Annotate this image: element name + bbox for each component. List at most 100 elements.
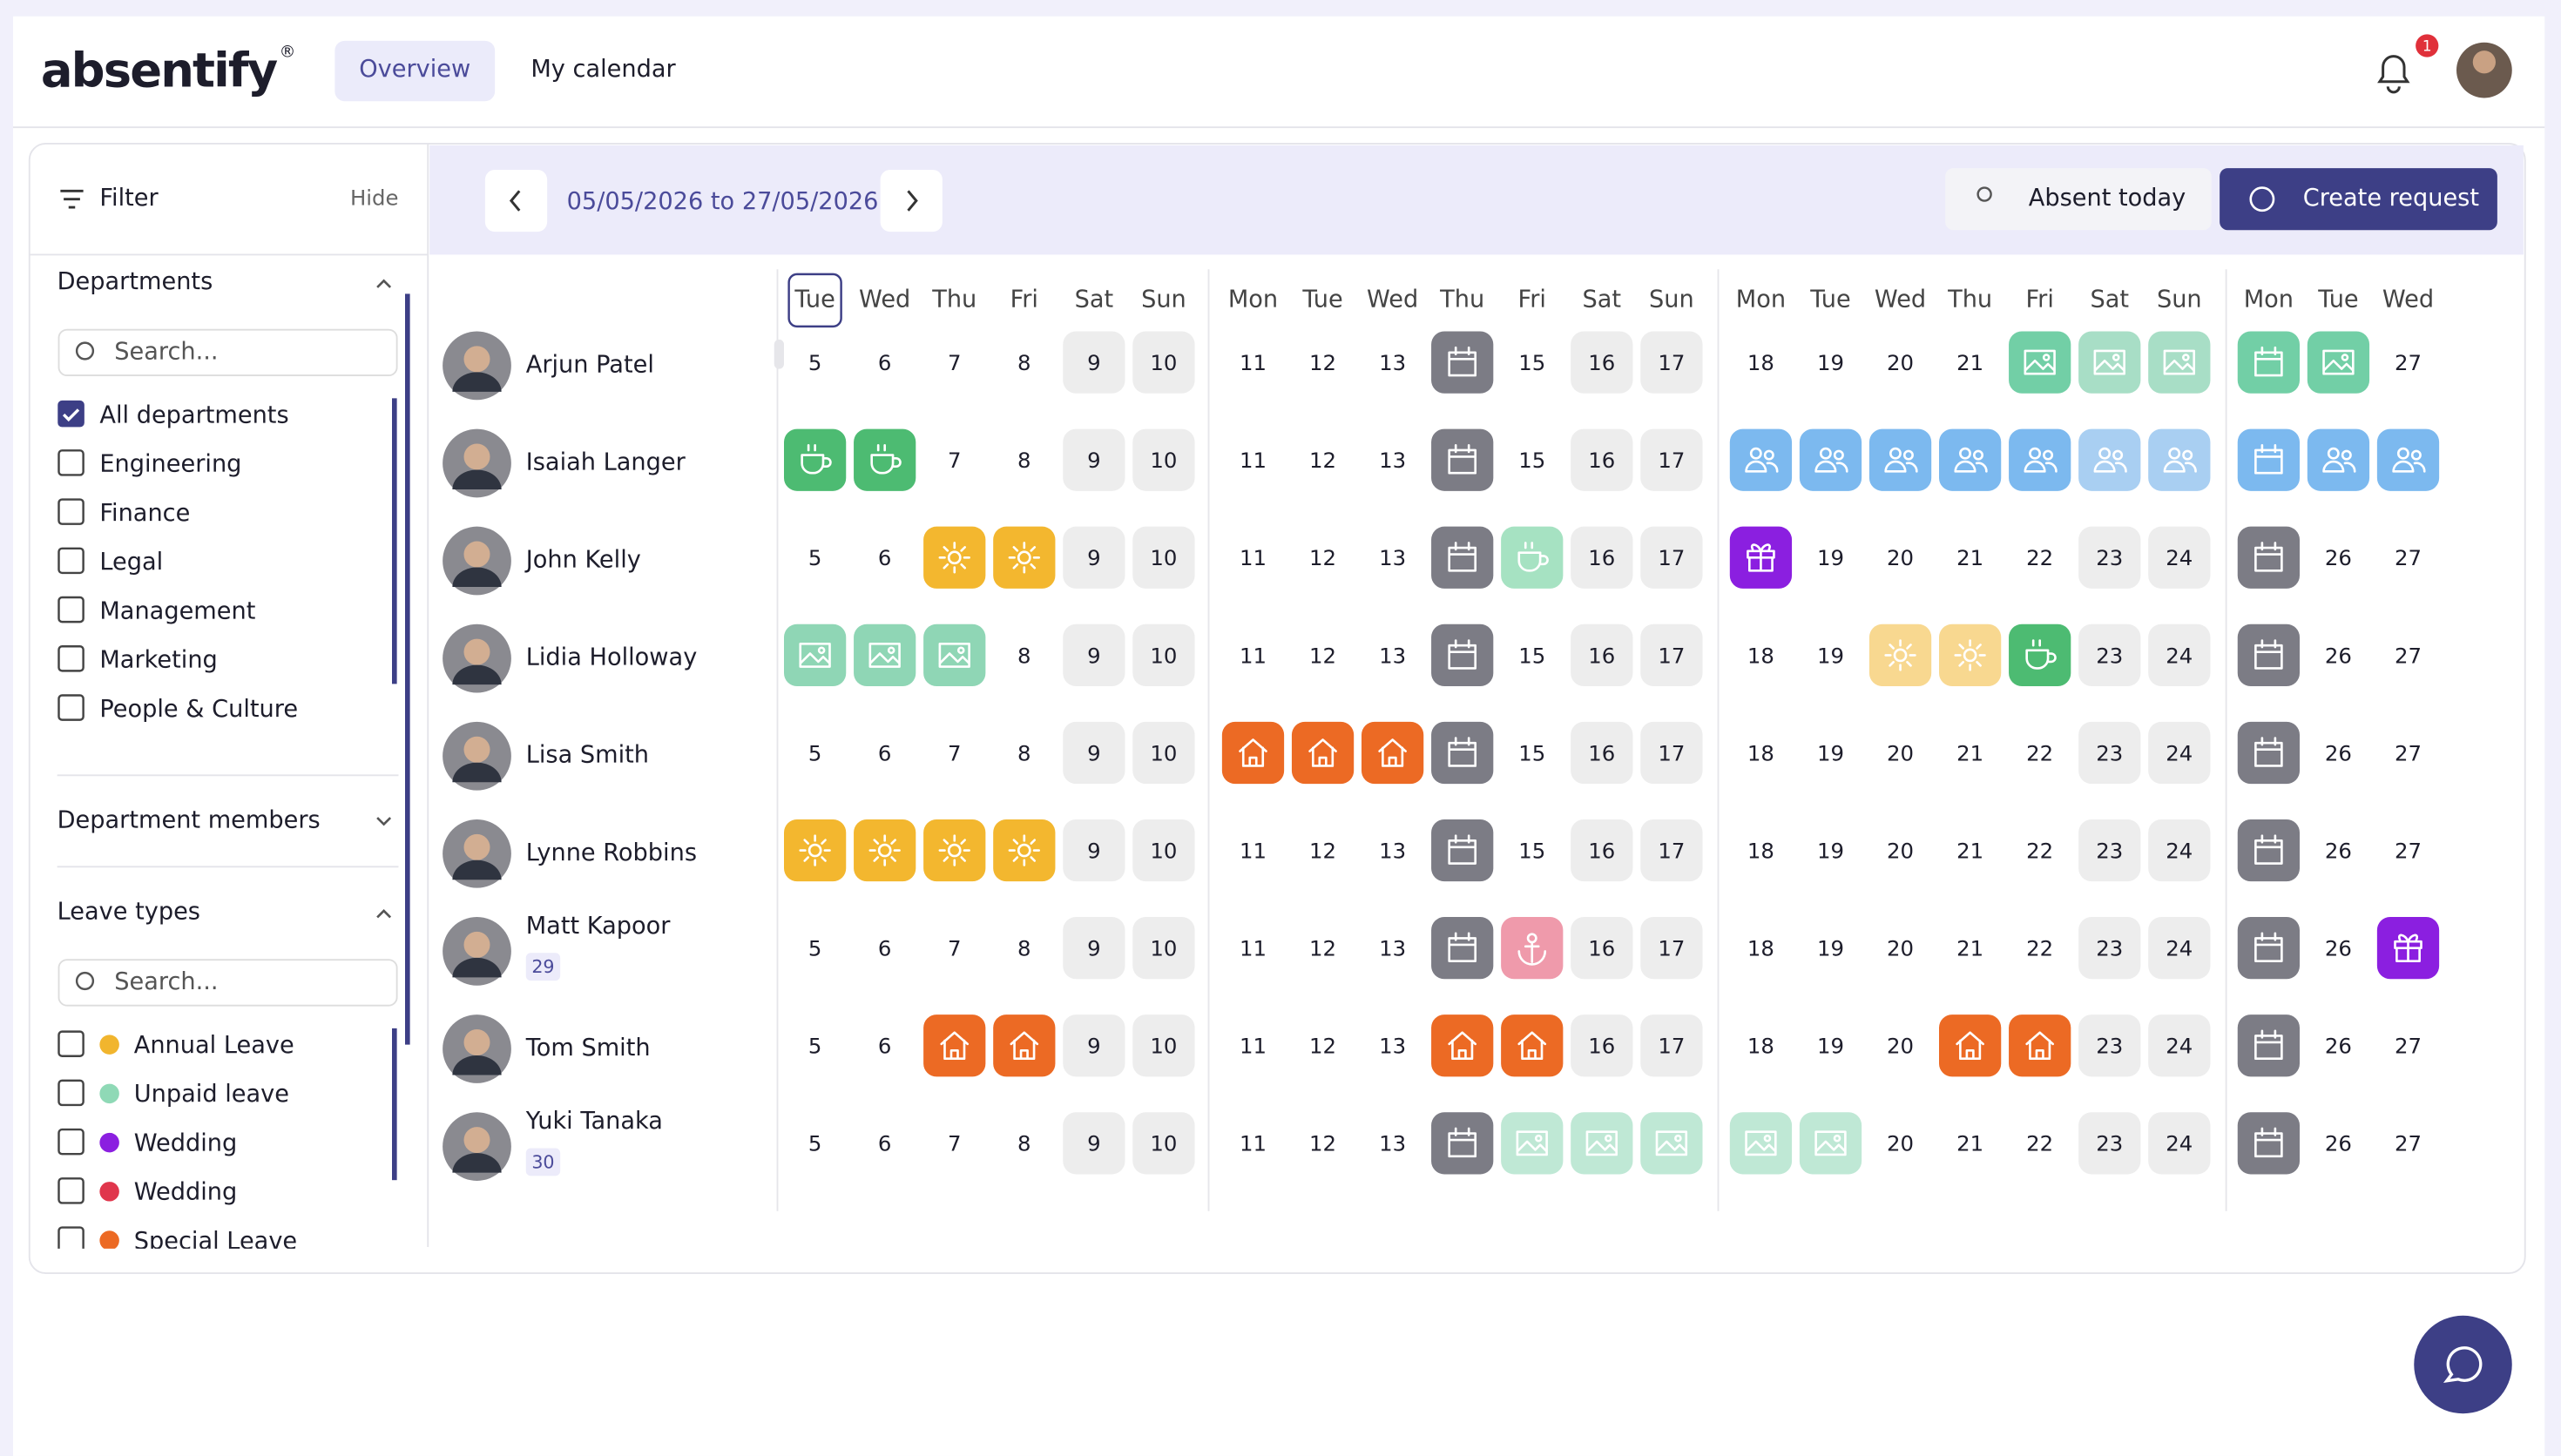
- help-button[interactable]: [2414, 1315, 2512, 1414]
- leave-cell[interactable]: [2376, 428, 2440, 491]
- leave-cell[interactable]: [854, 819, 916, 882]
- leave-cell[interactable]: [2237, 331, 2300, 394]
- leave-cell[interactable]: [1868, 624, 1932, 686]
- leave-cell[interactable]: [923, 1014, 986, 1077]
- leave-cell[interactable]: [1431, 721, 1494, 785]
- leave-cell[interactable]: [2237, 819, 2300, 882]
- leave-cell[interactable]: [2009, 1014, 2071, 1077]
- leave-cell[interactable]: [1431, 428, 1494, 491]
- leave-cell[interactable]: [2148, 331, 2211, 394]
- tab-active[interactable]: [334, 40, 496, 102]
- leave-cell[interactable]: [993, 526, 1056, 589]
- hide[interactable]: Hide: [350, 185, 399, 211]
- bell[interactable]: [2377, 55, 2410, 94]
- leave-cell[interactable]: [993, 1014, 1056, 1077]
- leave-cell[interactable]: [1362, 721, 1424, 785]
- checkbox[interactable]: [57, 694, 84, 721]
- leave-cell[interactable]: [1431, 1112, 1494, 1175]
- leave-cell[interactable]: [2009, 428, 2071, 491]
- search[interactable]: Search...: [114, 968, 218, 995]
- leave-cell[interactable]: [784, 624, 847, 686]
- leave-cell[interactable]: [2237, 526, 2300, 589]
- leave-cell[interactable]: [1571, 1112, 1633, 1175]
- checkbox[interactable]: [57, 1079, 84, 1107]
- leave-cell[interactable]: [1799, 428, 1862, 491]
- leave-cell[interactable]: [784, 428, 847, 491]
- checkbox[interactable]: [57, 596, 84, 624]
- leave-cell[interactable]: [923, 526, 986, 589]
- day: 16: [1588, 936, 1615, 961]
- leave-cell[interactable]: [2237, 1014, 2300, 1077]
- leave-cell[interactable]: [993, 819, 1056, 882]
- leave-cell[interactable]: [1431, 331, 1494, 394]
- tab[interactable]: Overview: [359, 56, 470, 83]
- leave-cell[interactable]: [1939, 428, 2002, 491]
- create-request[interactable]: Create request: [2303, 185, 2479, 212]
- leave-cell[interactable]: [2237, 624, 2300, 686]
- section-title[interactable]: Leave types: [57, 898, 200, 925]
- leave-cell[interactable]: [1291, 721, 1355, 785]
- leave-cell[interactable]: [1431, 526, 1494, 589]
- leave-cell[interactable]: [923, 819, 986, 882]
- leave-cell[interactable]: [2307, 428, 2370, 491]
- leave-cell[interactable]: [1799, 1112, 1862, 1175]
- day: 23: [2096, 643, 2123, 668]
- absent-icon: [1976, 186, 1992, 202]
- leave-cell[interactable]: [854, 428, 916, 491]
- checkbox[interactable]: [57, 1177, 84, 1204]
- checkbox[interactable]: [57, 547, 84, 575]
- leave-cell[interactable]: [1729, 428, 1793, 491]
- checkbox[interactable]: [57, 400, 84, 428]
- leave-cell[interactable]: [1939, 624, 2002, 686]
- absent-today-button[interactable]: [1945, 168, 2212, 231]
- section-title[interactable]: Department members: [57, 806, 321, 833]
- leave-cell[interactable]: [1501, 526, 1564, 589]
- leave-cell[interactable]: [1431, 819, 1494, 882]
- day: 24: [2166, 838, 2193, 863]
- checkbox[interactable]: [57, 449, 84, 476]
- leave-cell[interactable]: [2307, 331, 2370, 394]
- checkbox[interactable]: [57, 1128, 84, 1156]
- leave-cell[interactable]: [1431, 624, 1494, 686]
- leave-cell[interactable]: [1431, 917, 1494, 980]
- search[interactable]: Search...: [114, 338, 218, 365]
- leave-cell[interactable]: [2009, 624, 2071, 686]
- leave-cell[interactable]: [2237, 428, 2300, 491]
- next-button[interactable]: [880, 169, 943, 233]
- search-box[interactable]: [57, 959, 398, 1007]
- leave-cell[interactable]: [923, 624, 986, 686]
- leave-cell[interactable]: [1501, 1112, 1564, 1175]
- checkbox[interactable]: [57, 645, 84, 672]
- section-title[interactable]: Departments: [57, 268, 213, 295]
- leave-cell[interactable]: [2148, 428, 2211, 491]
- leave-cell[interactable]: [1939, 1014, 2002, 1077]
- day: 9: [1087, 448, 1101, 473]
- leave-cell[interactable]: [2237, 721, 2300, 785]
- search-box[interactable]: [57, 328, 398, 377]
- leave-cell[interactable]: [1501, 1014, 1564, 1077]
- tab[interactable]: My calendar: [530, 56, 676, 83]
- icon-part: [2254, 932, 2283, 962]
- leave-cell[interactable]: [2078, 331, 2141, 394]
- absent-today[interactable]: Absent today: [2029, 185, 2186, 212]
- leave-cell[interactable]: [1431, 1014, 1494, 1077]
- leave-cell[interactable]: [1868, 428, 1932, 491]
- leave-cell[interactable]: [1221, 721, 1285, 785]
- leave-cell[interactable]: [1640, 1112, 1703, 1175]
- badge: [525, 953, 561, 981]
- leave-cell[interactable]: [784, 819, 847, 882]
- leave-cell[interactable]: [2237, 917, 2300, 980]
- day: 12: [1309, 1131, 1336, 1156]
- checkbox[interactable]: [57, 1030, 84, 1057]
- prev-button[interactable]: [484, 169, 548, 233]
- create-button[interactable]: [2220, 168, 2497, 231]
- icon-part: [1747, 543, 1775, 572]
- leave-cell[interactable]: [2078, 428, 2141, 491]
- leave-cell[interactable]: [854, 624, 916, 686]
- checkbox[interactable]: [57, 498, 84, 525]
- leave-cell[interactable]: [1729, 1112, 1793, 1175]
- leave-cell[interactable]: [2009, 331, 2071, 394]
- checkbox[interactable]: [57, 1226, 84, 1252]
- leave-cell[interactable]: [2237, 1112, 2300, 1175]
